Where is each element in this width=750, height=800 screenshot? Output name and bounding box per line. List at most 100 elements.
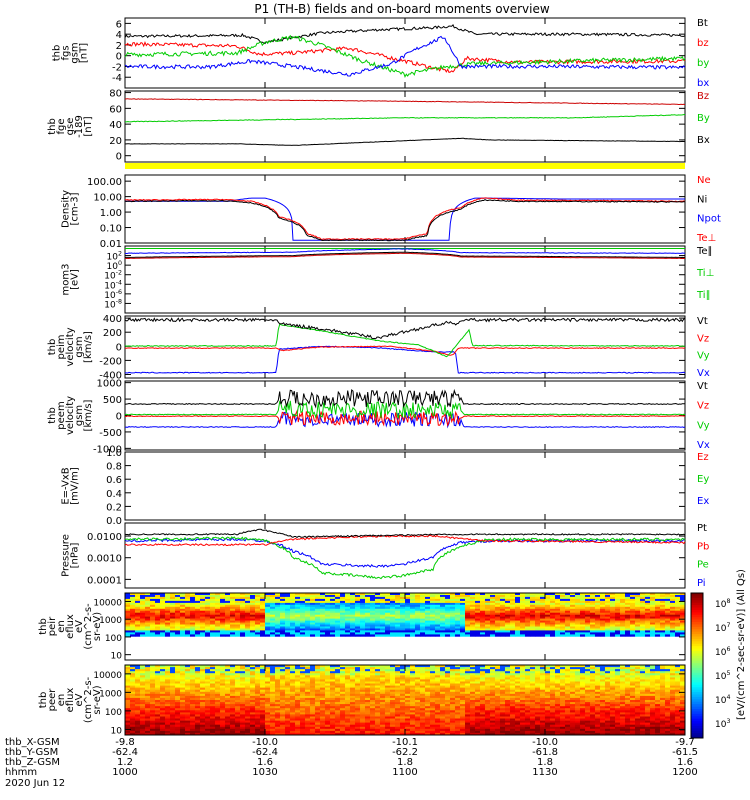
spectrogram-cell bbox=[205, 685, 211, 688]
spectrogram-cell bbox=[560, 622, 566, 625]
spectrogram-cell bbox=[440, 673, 446, 676]
spectrogram-cell bbox=[155, 718, 161, 721]
spectrogram-cell bbox=[270, 687, 276, 690]
spectrogram-cell bbox=[175, 681, 181, 684]
spectrogram-cell bbox=[175, 708, 181, 711]
spectrogram-cell bbox=[345, 679, 351, 682]
spectrogram-cell bbox=[305, 598, 311, 602]
spectrogram-cell bbox=[395, 693, 401, 697]
spectrogram-cell bbox=[230, 697, 236, 701]
spectrogram-cell bbox=[350, 730, 356, 734]
spectrogram-cell bbox=[145, 610, 151, 613]
spectrogram-cell bbox=[440, 610, 446, 613]
spectrogram-cell bbox=[295, 628, 301, 631]
legend-label: Vz bbox=[697, 401, 709, 412]
spectrogram-cell bbox=[655, 596, 661, 600]
spectrogram-cell bbox=[535, 596, 541, 600]
spectrogram-cell bbox=[515, 606, 521, 610]
spectrogram-cell bbox=[420, 608, 426, 612]
spectrogram-cell bbox=[345, 595, 351, 598]
spectrogram-cell bbox=[660, 626, 666, 629]
spectrogram-cell bbox=[390, 695, 396, 699]
spectrogram-cell bbox=[175, 630, 181, 633]
spectrogram-cell bbox=[310, 618, 316, 621]
spectrogram-cell bbox=[195, 691, 201, 695]
spectrogram-cell bbox=[290, 718, 296, 721]
spectrogram-cell bbox=[370, 687, 376, 690]
spectrogram-cell bbox=[260, 604, 266, 608]
spectrogram-cell bbox=[180, 706, 186, 709]
spectrogram-cell bbox=[225, 710, 231, 713]
spectrogram-cell bbox=[680, 593, 686, 596]
spectrogram-cell bbox=[370, 712, 376, 715]
spectrogram-cell bbox=[225, 681, 231, 684]
spectrogram-cell bbox=[350, 704, 356, 707]
spectrogram-cell bbox=[125, 626, 131, 629]
spectrogram-cell bbox=[345, 718, 351, 721]
spectrogram-cell bbox=[230, 665, 236, 668]
spectrogram-cell bbox=[395, 604, 401, 608]
spectrogram-cell bbox=[380, 702, 386, 705]
spectrogram-cell bbox=[200, 732, 206, 736]
spectrogram-cell bbox=[655, 593, 661, 596]
spectrogram-cell bbox=[400, 595, 406, 598]
spectrogram-cell bbox=[340, 610, 346, 613]
spectrogram-cell bbox=[550, 624, 556, 627]
spectrogram-cell bbox=[485, 612, 491, 615]
spectrogram-cell bbox=[180, 722, 186, 725]
spectrogram-cell bbox=[385, 634, 391, 637]
spectrogram-cell bbox=[355, 608, 361, 612]
spectrogram-cell bbox=[190, 614, 196, 617]
spectrogram-cell bbox=[225, 691, 231, 695]
spectrogram-cell bbox=[275, 732, 281, 736]
spectrogram-cell bbox=[175, 683, 181, 686]
spectrogram-cell bbox=[285, 687, 291, 690]
spectrogram-cell bbox=[305, 622, 311, 625]
spectrogram-cell bbox=[680, 600, 686, 604]
spectrogram-cell bbox=[220, 693, 226, 697]
spectrogram-cell bbox=[355, 722, 361, 725]
spectrogram-cell bbox=[210, 691, 216, 695]
spectrogram-cell bbox=[135, 706, 141, 709]
spectrogram-cell bbox=[610, 628, 616, 631]
spectrogram-cell bbox=[625, 632, 631, 635]
spectrogram-cell bbox=[130, 720, 136, 723]
spectrogram-cell bbox=[460, 622, 466, 625]
spectrogram-cell bbox=[175, 598, 181, 602]
spectrogram-cell bbox=[155, 618, 161, 621]
spectrogram-cell bbox=[250, 669, 256, 672]
spectrogram-cell bbox=[215, 606, 221, 610]
spectrogram-cell bbox=[465, 602, 471, 606]
spectrogram-cell bbox=[615, 595, 621, 598]
spectrogram-cell bbox=[405, 730, 411, 734]
spectrogram-cell bbox=[450, 618, 456, 621]
spectrogram-cell bbox=[180, 685, 186, 688]
spectrogram-cell bbox=[550, 622, 556, 625]
spectrogram-cell bbox=[445, 630, 451, 633]
spectrogram-cell bbox=[535, 593, 541, 596]
spectrogram-cell bbox=[215, 604, 221, 608]
spectrogram-cell bbox=[355, 624, 361, 627]
spectrogram-cell bbox=[435, 720, 441, 723]
spectrogram-cell bbox=[250, 667, 256, 670]
spectrogram-cell bbox=[395, 732, 401, 736]
spectrogram-cell bbox=[350, 671, 356, 674]
spectrogram-cell bbox=[460, 600, 466, 604]
spectrogram-cell bbox=[355, 669, 361, 672]
spectrogram-cell bbox=[670, 616, 676, 619]
spectrogram-cell bbox=[190, 720, 196, 723]
spectrogram-cell bbox=[340, 706, 346, 709]
spectrogram-cell bbox=[400, 614, 406, 617]
spectrogram-cell bbox=[140, 665, 146, 668]
spectrogram-cell bbox=[175, 602, 181, 606]
spectrogram-cell bbox=[445, 683, 451, 686]
spectrogram-cell bbox=[180, 726, 186, 730]
spectrogram-cell bbox=[325, 706, 331, 709]
spectrogram-cell bbox=[270, 700, 276, 703]
spectrogram-cell bbox=[305, 730, 311, 734]
spectrogram-cell bbox=[355, 604, 361, 608]
spectrogram-cell bbox=[530, 630, 536, 633]
spectrogram-cell bbox=[630, 620, 636, 623]
spectrogram-cell bbox=[250, 602, 256, 606]
spectrogram-cell bbox=[175, 634, 181, 637]
